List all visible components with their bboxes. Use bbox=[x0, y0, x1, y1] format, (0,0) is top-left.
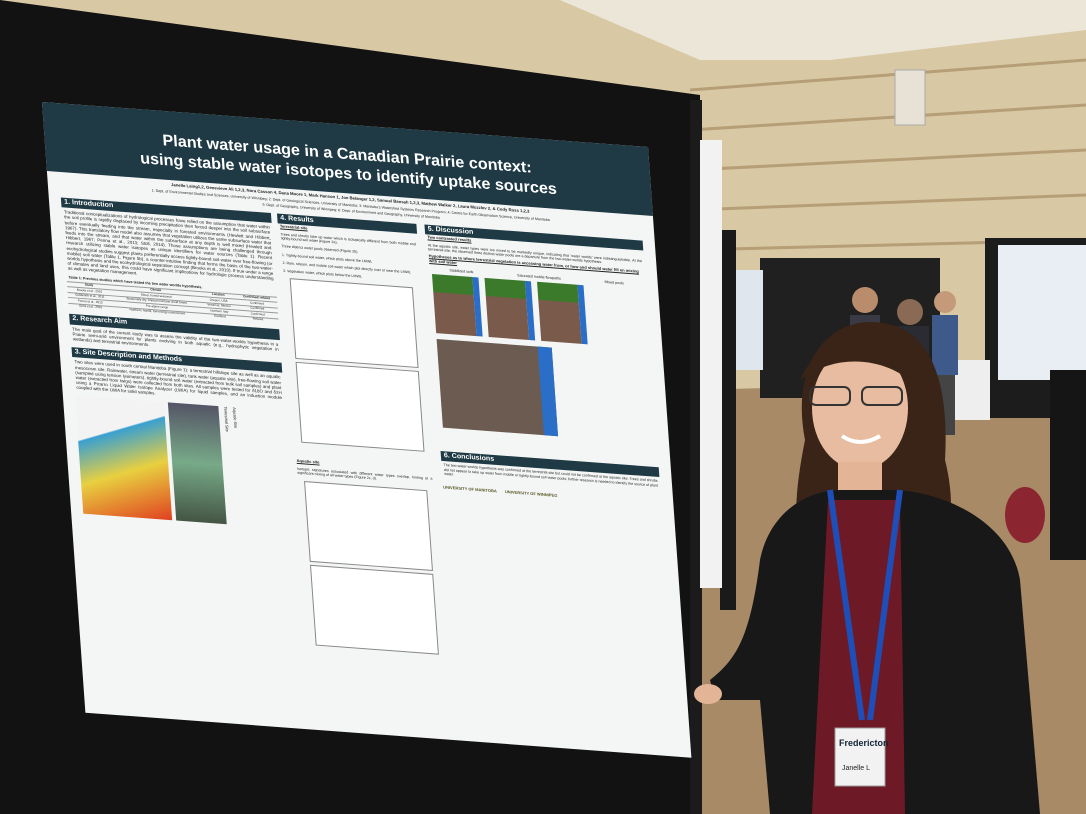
back-poster bbox=[735, 270, 763, 370]
diagram-figure bbox=[431, 274, 646, 349]
panel-label: Mixed pools bbox=[604, 279, 625, 286]
ceiling bbox=[560, 0, 1086, 60]
logo-text: UNIVERSITY OF WINNIPEG bbox=[504, 489, 558, 498]
scatter-figure bbox=[289, 278, 419, 369]
back-poster bbox=[998, 245, 1086, 380]
badge-org: Fredericton bbox=[839, 738, 889, 748]
glasses bbox=[861, 386, 903, 406]
poster-content: Plant water usage in a Canadian Prairie … bbox=[60, 132, 660, 655]
wall-vent bbox=[894, 69, 926, 126]
poster: Plant water usage in a Canadian Prairie … bbox=[42, 102, 692, 758]
smile bbox=[840, 434, 882, 444]
board-post bbox=[720, 230, 736, 610]
name-badge bbox=[834, 727, 886, 787]
map-figure bbox=[74, 395, 173, 520]
title-band bbox=[42, 102, 653, 216]
logo-text: UNIVERSITY OF MANITOBA bbox=[442, 484, 498, 494]
badge-name: Janelle L bbox=[842, 765, 870, 772]
glasses bbox=[809, 386, 851, 406]
scatter-figure bbox=[303, 480, 433, 571]
hand bbox=[694, 684, 722, 704]
scatter-figure bbox=[295, 362, 425, 453]
photo-figure bbox=[167, 401, 227, 524]
scatter-figure bbox=[309, 564, 439, 655]
paper-sheet bbox=[700, 140, 722, 588]
hair bbox=[800, 341, 915, 385]
diagram-figure bbox=[436, 339, 559, 437]
board-edge bbox=[690, 100, 702, 814]
wall-stripes bbox=[689, 58, 1086, 252]
panel-label: Stabilized soils bbox=[449, 268, 474, 275]
face bbox=[812, 346, 908, 470]
lanyard bbox=[827, 489, 903, 721]
panel-label: Saturated mobile flowpaths bbox=[516, 273, 562, 281]
presenter: Fredericton Janelle L bbox=[694, 322, 1040, 814]
